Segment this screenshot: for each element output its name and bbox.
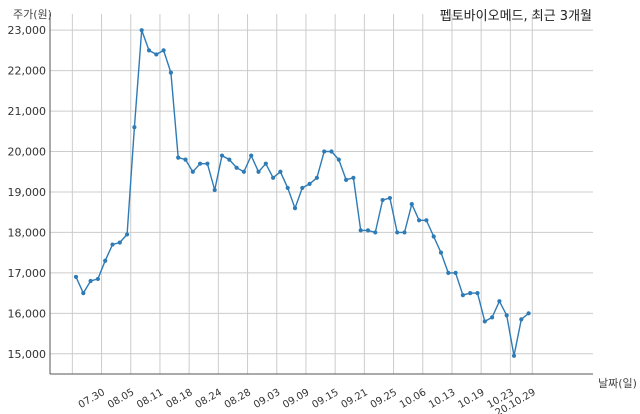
y-tick-label: 16,000 [8,307,47,320]
data-point [358,228,363,233]
data-point [263,161,268,166]
data-point [373,230,378,235]
x-tick-label: 09.03 [252,387,282,411]
data-point [271,175,276,180]
data-point [110,242,115,247]
data-point [497,299,502,304]
data-point [344,177,349,182]
data-point [329,149,334,154]
data-point [475,291,480,296]
y-tick-labels: 15,000 16,000 17,000 18,000 19,000 20,000 21,0… [8,24,47,361]
data-point [139,28,144,33]
series-line [75,29,530,356]
vertical-gridlines [71,14,533,374]
data-point [336,157,341,162]
data-point [161,48,166,53]
data-point [88,278,93,284]
x-tick-label: 09.21 [340,387,370,411]
data-point [183,157,188,162]
x-tick-label: 08.24 [194,387,224,411]
data-point [417,218,422,223]
data-point [490,315,495,320]
axes [49,14,593,375]
data-point [227,157,232,162]
data-point [205,161,210,166]
data-point [154,52,159,57]
data-point [314,175,319,180]
data-point [234,165,239,170]
y-tick-label: 22,000 [8,65,47,78]
data-point [446,270,451,275]
data-point [168,70,173,75]
data-point [300,185,305,191]
data-point [395,230,400,235]
data-point [424,218,429,223]
y-tick-label: 17,000 [8,267,47,280]
x-tick-label: 10.13 [427,387,457,411]
data-point [73,274,79,280]
x-tick-label: 08.11 [135,387,165,411]
data-point [132,125,137,130]
data-point [241,169,246,174]
x-tick-label: 08.05 [106,387,136,411]
x-tick-label: 10.06 [398,387,428,411]
x-tick-label: 09.15 [310,387,340,411]
data-point [468,291,473,296]
data-point [380,197,385,203]
data-point [526,311,531,316]
price-series [73,28,531,358]
x-tick-label: 09.25 [369,387,399,411]
x-tick-label: 08.18 [164,387,194,411]
data-point [219,153,225,158]
data-point [249,153,254,158]
y-axis-label: 주가(원) [13,8,52,21]
data-point [409,202,414,207]
data-point [504,313,509,318]
data-point [322,149,327,154]
data-point [307,181,312,186]
data-point [256,169,261,174]
x-tick-label: 08.28 [223,387,253,411]
x-tick-labels: 07.3008.0508.1108.1808.2408.2809.0309.09… [77,387,538,414]
x-tick-label: 07.30 [77,387,107,411]
data-point [81,291,86,296]
data-point [285,185,290,191]
data-point [212,187,217,193]
data-point [176,155,181,160]
data-point [351,175,356,180]
y-tick-label: 19,000 [8,186,47,199]
y-tick-label: 23,000 [8,24,47,37]
data-point [511,353,517,358]
data-point [460,293,465,298]
data-point [431,234,436,239]
data-point [103,258,108,263]
x-tick-label: 10.19 [456,387,486,411]
data-point [190,169,195,174]
data-point [387,195,392,201]
data-point [198,161,203,166]
y-tick-label: 15,000 [8,348,47,361]
data-point [278,169,283,174]
data-point [117,240,122,245]
data-point [519,317,524,322]
horizontal-gridlines [50,29,593,355]
data-point [402,230,407,235]
data-point [482,319,487,324]
data-point [95,276,100,282]
data-point [438,250,444,255]
data-point [365,228,371,233]
data-point [453,270,458,275]
y-tick-label: 20,000 [8,146,47,159]
data-point [146,48,152,53]
data-point [125,232,130,237]
x-axis-label: 날짜(일) [598,377,637,390]
x-tick-label: 09.09 [281,387,311,411]
y-tick-label: 21,000 [8,105,47,118]
y-tick-label: 18,000 [8,226,47,239]
data-point [292,206,298,211]
chart-title: 펩토바이오메드, 최근 3개월 [439,9,592,24]
